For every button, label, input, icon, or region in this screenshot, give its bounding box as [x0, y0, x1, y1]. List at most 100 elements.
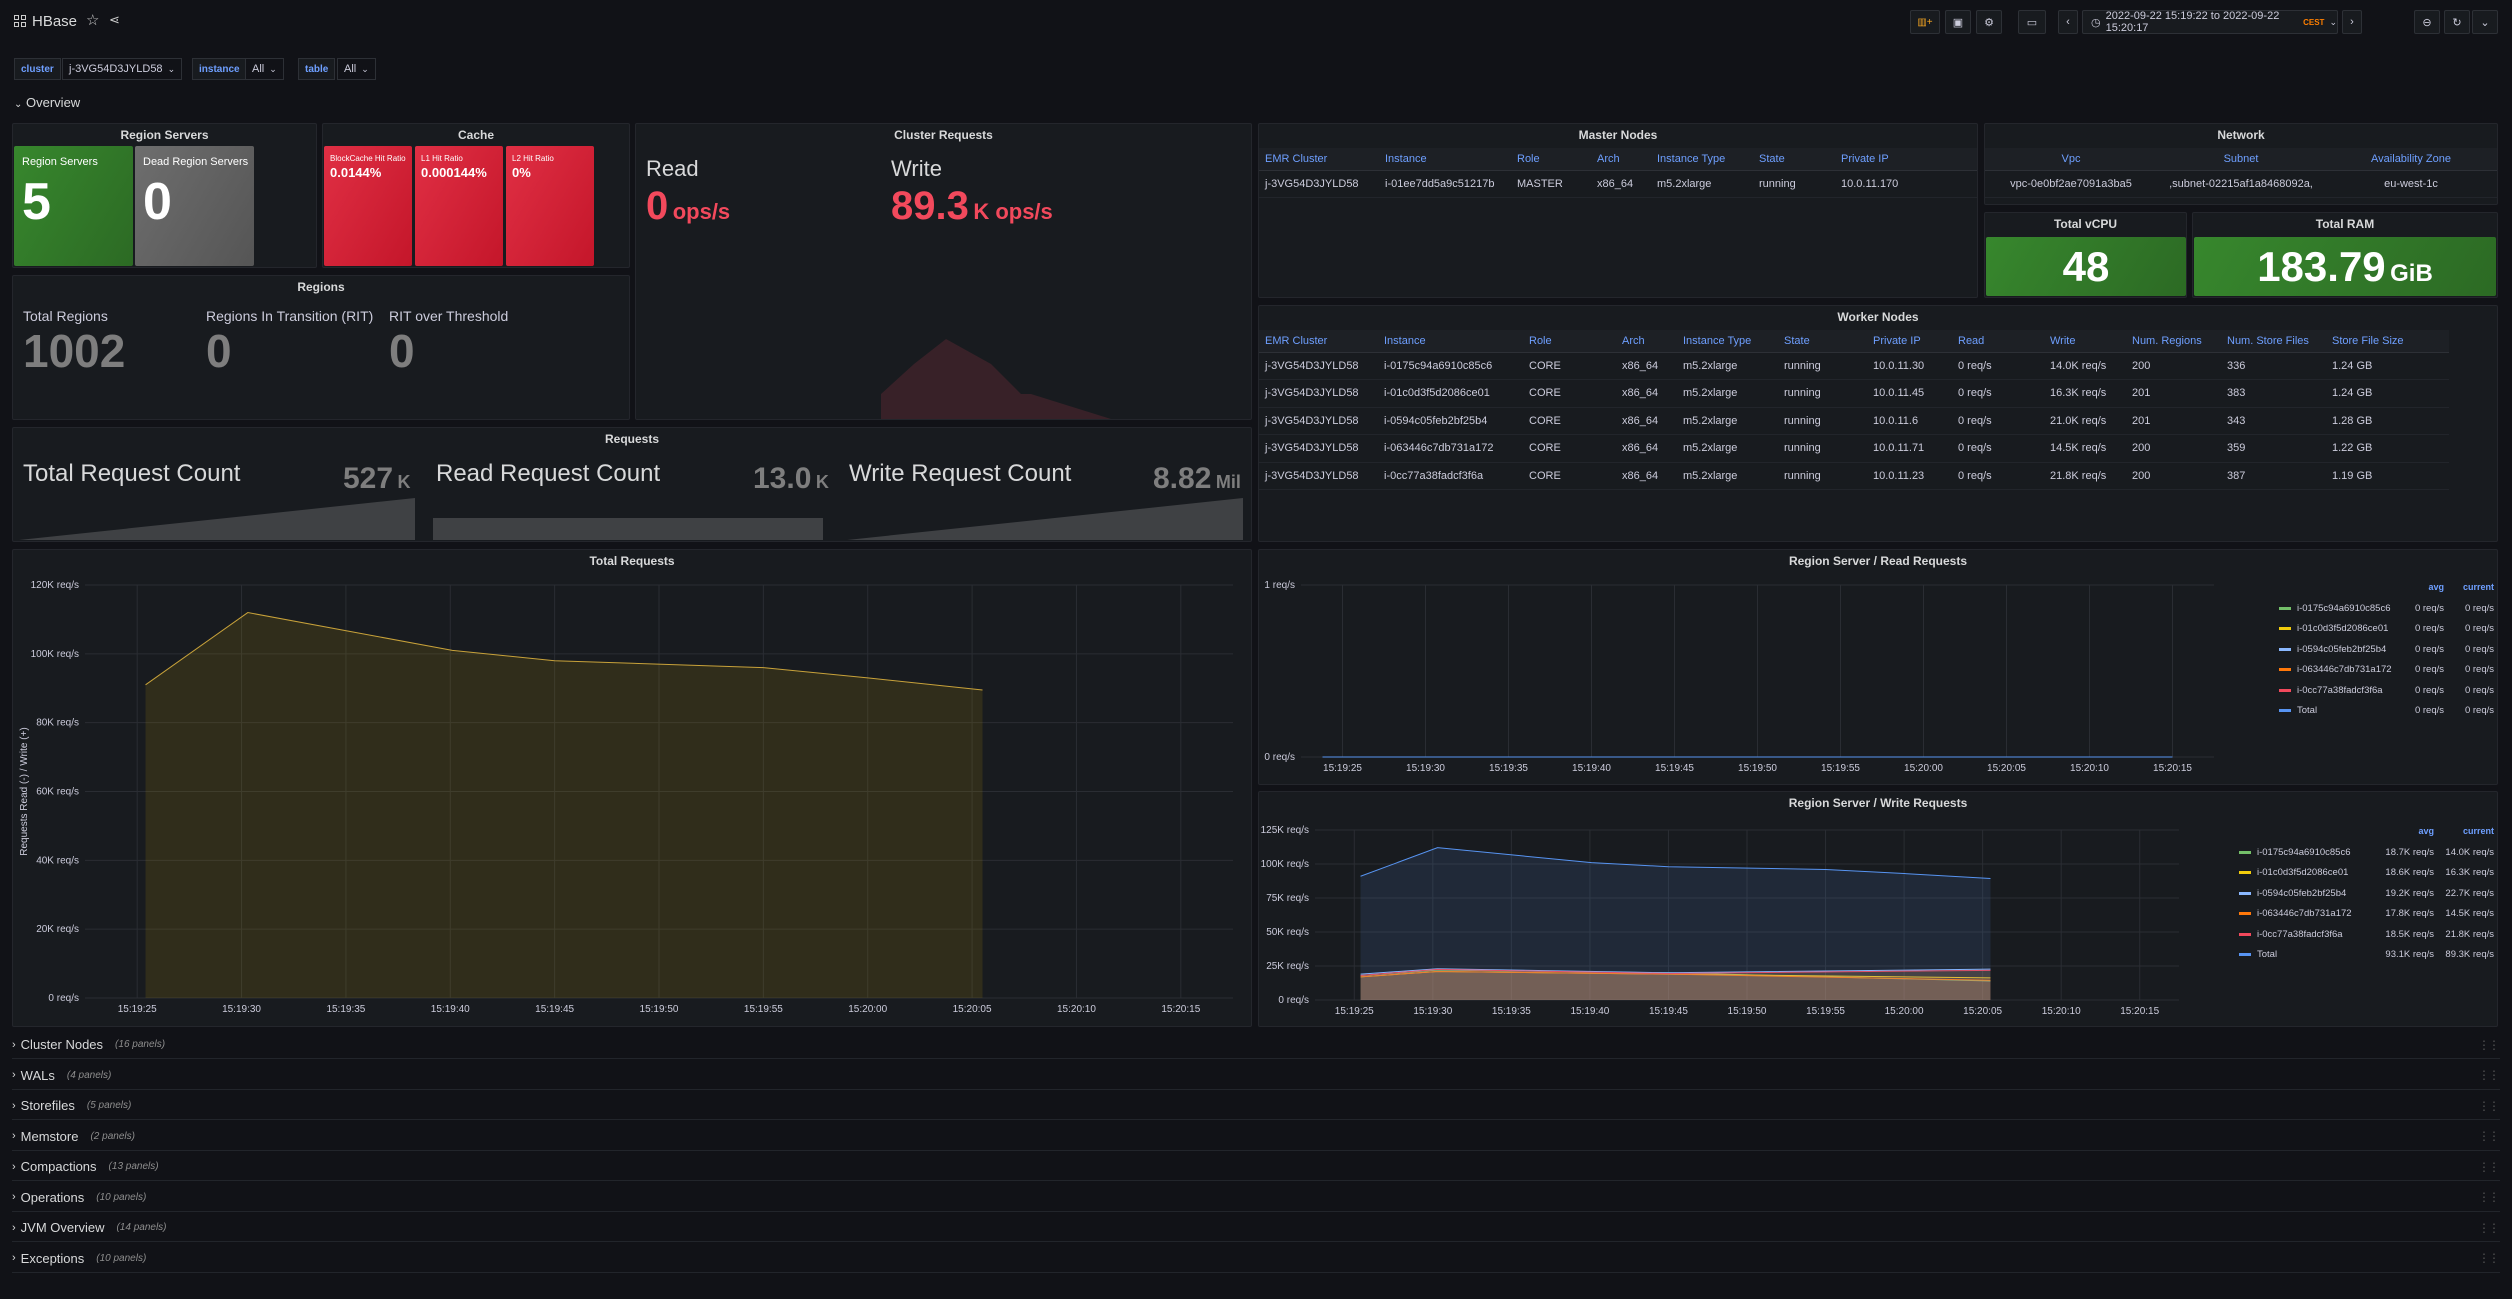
legend-swatch: [2239, 850, 2251, 854]
col-header[interactable]: Read: [1952, 330, 2044, 353]
dashboard-title[interactable]: HBase: [32, 13, 78, 30]
save-icon: ▣: [1952, 16, 1964, 29]
series-area: [1360, 969, 1991, 1000]
col-header[interactable]: EMR Cluster: [1259, 330, 1378, 353]
total-request-label: Total Request Count: [23, 460, 241, 487]
legend-item[interactable]: i-063446c7db731a172 17.8K req/s 14.5K req/…: [2239, 904, 2494, 925]
table-cell: CORE: [1523, 462, 1616, 490]
chevron-right-icon: ›: [12, 1038, 16, 1051]
stat-label: BlockCache Hit Ratio: [330, 154, 406, 163]
row-storefiles[interactable]: › Storefiles (5 panels) ⋮⋮: [12, 1092, 2500, 1120]
chevron-right-icon: ›: [12, 1130, 16, 1142]
x-tick-label: 15:19:50: [640, 1004, 679, 1015]
legend-swatch: [2239, 932, 2251, 936]
time-back-button[interactable]: ‹: [2058, 10, 2078, 34]
ram-stat: 183.79 GiB: [2194, 237, 2496, 296]
col-header[interactable]: Private IP: [1835, 148, 1977, 171]
row-panel-count: (5 panels): [86, 1100, 132, 1111]
legend-item[interactable]: i-0cc77a38fadcf3f6a 0 req/s 0 req/s: [2279, 680, 2494, 701]
legend-col-current[interactable]: current: [2462, 582, 2494, 592]
var-select-instance[interactable]: All ⌄: [245, 58, 284, 80]
col-header[interactable]: Subnet: [2157, 148, 2325, 171]
legend-item[interactable]: Total 93.1K req/s 89.3K req/s: [2239, 945, 2494, 966]
col-header[interactable]: Role: [1523, 330, 1616, 353]
row-memstore[interactable]: › Memstore (2 panels) ⋮⋮: [12, 1123, 2500, 1151]
overview-row-toggle[interactable]: ⌄ Overview: [14, 95, 80, 110]
row-exceptions[interactable]: › Exceptions (10 panels) ⋮⋮: [12, 1245, 2500, 1273]
col-header[interactable]: Arch: [1616, 330, 1677, 353]
col-header[interactable]: Instance: [1378, 330, 1523, 353]
legend-item[interactable]: i-063446c7db731a172 0 req/s 0 req/s: [2279, 660, 2494, 681]
time-picker[interactable]: ◷ 2022-09-22 15:19:22 to 2022-09-22 15:2…: [2082, 10, 2338, 34]
table-cell: j-3VG54D3JYLD58: [1259, 379, 1378, 408]
l1-hit-ratio-stat: L1 Hit Ratio 0.000144%: [415, 146, 503, 266]
star-icon[interactable]: ☆: [86, 12, 100, 29]
settings-button[interactable]: ⚙: [1976, 10, 2002, 34]
col-header[interactable]: Role: [1511, 148, 1591, 171]
refresh-interval-button[interactable]: ⌄: [2472, 10, 2498, 34]
col-header[interactable]: State: [1753, 148, 1835, 171]
row-wals[interactable]: › WALs (4 panels) ⋮⋮: [12, 1062, 2500, 1090]
apps-icon[interactable]: [14, 15, 26, 27]
col-header[interactable]: Instance Type: [1651, 148, 1753, 171]
legend-item[interactable]: Total 0 req/s 0 req/s: [2279, 701, 2494, 722]
var-select-cluster[interactable]: j-3VG54D3JYLD58 ⌄: [62, 58, 183, 80]
drag-handle-icon[interactable]: ⋮⋮: [2478, 1129, 2500, 1143]
col-header[interactable]: Vpc: [1985, 148, 2157, 171]
legend-avg: 17.8K req/s: [2385, 908, 2434, 920]
col-header[interactable]: Private IP: [1867, 330, 1952, 353]
x-tick-label: 15:20:00: [848, 1004, 887, 1015]
legend-col-current[interactable]: current: [2462, 826, 2494, 836]
col-header[interactable]: Num. Regions: [2126, 330, 2221, 353]
table-cell: 1.28 GB: [2326, 407, 2449, 435]
chevron-down-icon: ⌄: [269, 63, 277, 74]
legend-item[interactable]: i-01c0d3f5d2086ce01 18.6K req/s 16.3K req/…: [2239, 863, 2494, 884]
var-select-table[interactable]: All ⌄: [337, 58, 376, 80]
legend-col-avg[interactable]: avg: [2428, 582, 2444, 592]
legend-item[interactable]: i-0cc77a38fadcf3f6a 18.5K req/s 21.8K req/…: [2239, 924, 2494, 945]
col-header[interactable]: State: [1778, 330, 1867, 353]
drag-handle-icon[interactable]: ⋮⋮: [2478, 1098, 2500, 1113]
legend-item[interactable]: i-0175c94a6910c85c6 18.7K req/s 14.0K req/…: [2239, 842, 2494, 863]
add-panel-button[interactable]: ▥+: [1910, 10, 1940, 34]
table-cell: 10.0.11.45: [1867, 379, 1952, 408]
drag-handle-icon[interactable]: ⋮⋮: [2478, 1190, 2500, 1204]
tv-mode-button[interactable]: ▭: [2018, 10, 2046, 34]
row-title: Cluster Nodes: [20, 1037, 104, 1052]
table-cell: running: [1778, 352, 1867, 380]
zoom-out-button[interactable]: ⊖: [2414, 10, 2440, 34]
col-header[interactable]: Write: [2044, 330, 2126, 353]
total-requests-panel: Total Requests 15:19:25 15:19:30 15:19:35 1…: [12, 549, 1252, 1027]
var-value-table: All: [344, 63, 357, 75]
col-header[interactable]: Arch: [1591, 148, 1651, 171]
drag-handle-icon[interactable]: ⋮⋮: [2478, 1037, 2500, 1052]
table-row: vpc-0e0bf2ae7091a3ba5 ,subnet-02215af1a8…: [1985, 170, 2497, 198]
table-cell: i-0175c94a6910c85c6: [1378, 352, 1523, 380]
drag-handle-icon[interactable]: ⋮⋮: [2478, 1251, 2500, 1265]
row-operations[interactable]: › Operations (10 panels) ⋮⋮: [12, 1184, 2500, 1212]
row-cluster-nodes[interactable]: › Cluster Nodes (16 panels) ⋮⋮: [12, 1031, 2500, 1059]
refresh-button[interactable]: ↻: [2444, 10, 2470, 34]
col-header[interactable]: Instance: [1379, 148, 1511, 171]
row-jvm-overview[interactable]: › JVM Overview (14 panels) ⋮⋮: [12, 1214, 2500, 1242]
legend-item[interactable]: i-01c0d3f5d2086ce01 0 req/s 0 req/s: [2279, 619, 2494, 640]
legend-item[interactable]: i-0594c05feb2bf25b4 19.2K req/s 22.7K req/…: [2239, 883, 2494, 904]
total-request-unit: K: [397, 472, 411, 492]
col-header[interactable]: EMR Cluster: [1259, 148, 1379, 171]
legend-item[interactable]: i-0175c94a6910c85c6 0 req/s 0 req/s: [2279, 598, 2494, 619]
drag-handle-icon[interactable]: ⋮⋮: [2478, 1159, 2500, 1174]
drag-handle-icon[interactable]: ⋮⋮: [2478, 1220, 2500, 1235]
col-header[interactable]: Instance Type: [1677, 330, 1778, 353]
read-request-sparkline: [433, 518, 823, 540]
save-dashboard-button[interactable]: ▣: [1945, 10, 1971, 34]
row-compactions[interactable]: › Compactions (13 panels) ⋮⋮: [12, 1153, 2500, 1181]
legend-item[interactable]: i-0594c05feb2bf25b4 0 req/s 0 req/s: [2279, 639, 2494, 660]
col-header[interactable]: Availability Zone: [2325, 148, 2497, 171]
share-icon[interactable]: ⋖: [109, 12, 120, 27]
drag-handle-icon[interactable]: ⋮⋮: [2478, 1068, 2500, 1082]
table-cell: ,subnet-02215af1a8468092a,: [2157, 170, 2325, 198]
col-header[interactable]: Num. Store Files: [2221, 330, 2326, 353]
time-forward-button[interactable]: ›: [2342, 10, 2362, 34]
legend-col-avg[interactable]: avg: [2418, 826, 2434, 836]
col-header[interactable]: Store File Size: [2326, 330, 2449, 353]
